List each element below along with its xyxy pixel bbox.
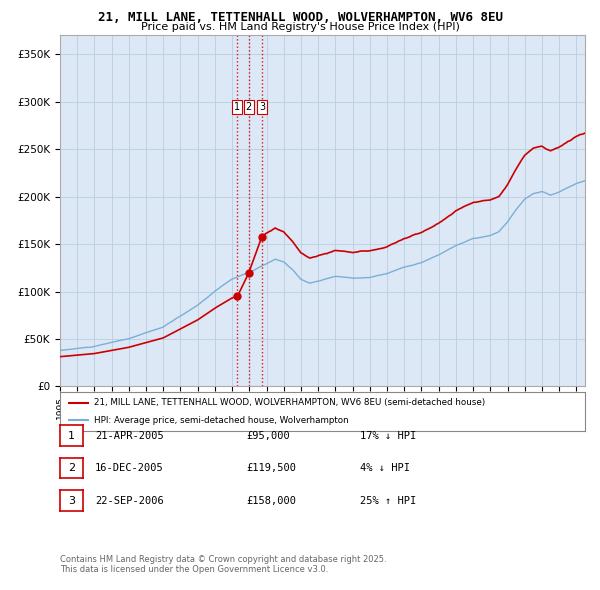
Text: 2: 2 xyxy=(245,101,252,112)
Text: £158,000: £158,000 xyxy=(246,496,296,506)
Text: 1: 1 xyxy=(235,101,241,112)
Text: HPI: Average price, semi-detached house, Wolverhampton: HPI: Average price, semi-detached house,… xyxy=(94,416,349,425)
Text: 16-DEC-2005: 16-DEC-2005 xyxy=(95,464,164,473)
Text: 21, MILL LANE, TETTENHALL WOOD, WOLVERHAMPTON, WV6 8EU: 21, MILL LANE, TETTENHALL WOOD, WOLVERHA… xyxy=(97,11,503,24)
Text: £119,500: £119,500 xyxy=(246,464,296,473)
Text: £95,000: £95,000 xyxy=(246,431,290,441)
Text: 2: 2 xyxy=(68,463,75,473)
Text: 3: 3 xyxy=(68,496,75,506)
Text: 3: 3 xyxy=(259,101,265,112)
Text: 22-SEP-2006: 22-SEP-2006 xyxy=(95,496,164,506)
Text: 17% ↓ HPI: 17% ↓ HPI xyxy=(360,431,416,441)
Text: 21, MILL LANE, TETTENHALL WOOD, WOLVERHAMPTON, WV6 8EU (semi-detached house): 21, MILL LANE, TETTENHALL WOOD, WOLVERHA… xyxy=(94,398,485,407)
Text: Contains HM Land Registry data © Crown copyright and database right 2025.
This d: Contains HM Land Registry data © Crown c… xyxy=(60,555,386,574)
Text: 21-APR-2005: 21-APR-2005 xyxy=(95,431,164,441)
Text: 25% ↑ HPI: 25% ↑ HPI xyxy=(360,496,416,506)
Text: Price paid vs. HM Land Registry's House Price Index (HPI): Price paid vs. HM Land Registry's House … xyxy=(140,22,460,32)
Text: 1: 1 xyxy=(68,431,75,441)
Text: 4% ↓ HPI: 4% ↓ HPI xyxy=(360,464,410,473)
